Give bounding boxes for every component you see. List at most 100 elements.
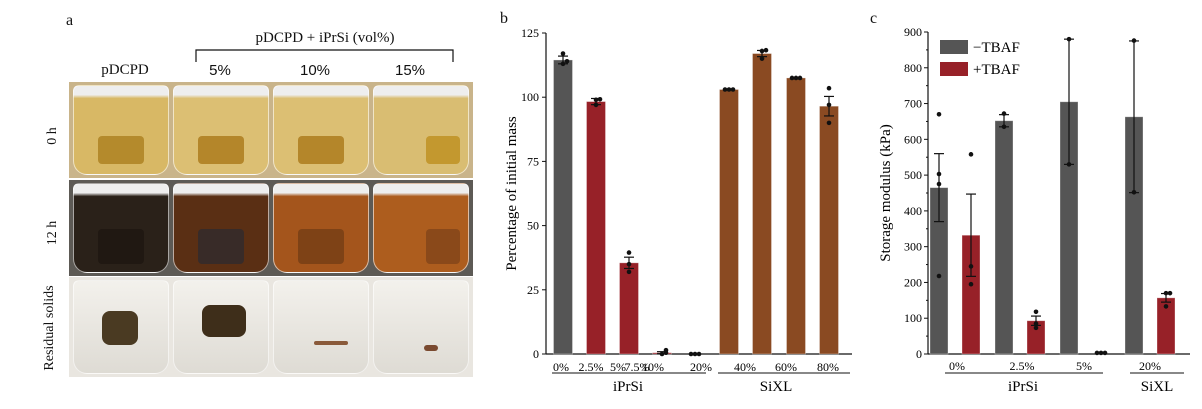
data-point (968, 281, 974, 287)
y-tick-label: 700 (904, 97, 922, 111)
sample-solid (198, 229, 244, 264)
data-point (789, 75, 795, 81)
data-point (696, 351, 702, 357)
sample-solid (198, 136, 244, 164)
data-point (1001, 124, 1007, 130)
y-tick-label: 125 (521, 26, 539, 40)
bar (819, 105, 839, 355)
data-point (826, 120, 832, 126)
bar (752, 53, 772, 355)
data-point (1163, 304, 1169, 309)
y-tick-label: 0 (916, 347, 922, 361)
vial (273, 280, 369, 374)
sample-solid (98, 136, 144, 164)
data-point (1163, 290, 1169, 296)
chart-c-modulus: 0 100 200 300 400 500 600 700 800 900 Storage modu… (878, 25, 1190, 395)
sample-solid (424, 345, 438, 351)
data-point (1033, 321, 1039, 326)
data-point (560, 61, 566, 67)
data-point (968, 152, 974, 157)
data-point (1094, 350, 1100, 356)
data-point (564, 58, 570, 64)
bar (586, 101, 606, 355)
data-point (936, 273, 942, 279)
x-tick-label: 0% (553, 360, 569, 374)
y-tick-label: 500 (904, 168, 922, 182)
bar (619, 262, 639, 355)
column-label-10: 10% (299, 62, 331, 79)
sample-solid (298, 229, 344, 264)
y-tick-label: 100 (521, 90, 539, 104)
group-header: pDCPD + iPrSi (vol%) (255, 30, 395, 46)
x-tick-label: 0% (949, 359, 965, 373)
data-point (793, 75, 799, 81)
data-point (1033, 325, 1039, 331)
y-tick-label: 25 (527, 283, 539, 297)
photo-row-1 (69, 180, 473, 276)
data-point (936, 111, 942, 117)
y-tick-label: 600 (904, 132, 922, 146)
sample-solid (426, 136, 460, 164)
data-point (1102, 350, 1108, 356)
data-point (936, 181, 942, 187)
column-label-5: 5% (209, 62, 231, 79)
bar (553, 59, 573, 355)
data-point (663, 347, 669, 353)
x-tick-label: 60% (775, 360, 797, 374)
data-point (593, 102, 599, 108)
y-tick-label: 75 (527, 154, 539, 168)
data-point (1098, 350, 1104, 356)
sample-solid (426, 229, 460, 264)
data-point (797, 75, 803, 81)
data-point (936, 171, 942, 177)
data-point (1001, 111, 1007, 116)
panel-letter-a: a (66, 12, 74, 29)
y-tick-label: 300 (904, 240, 922, 254)
column-label-15: 15% (394, 62, 426, 79)
vial (173, 85, 269, 175)
data-point (1167, 290, 1173, 296)
group-bracket (195, 49, 454, 62)
y-tick-label: 100 (904, 311, 922, 325)
x-tick-label: 7.5% (625, 360, 650, 374)
data-point (597, 96, 603, 102)
y-tick-label: 50 (527, 219, 539, 233)
y-axis-label: Storage modulus (kPa) (878, 124, 894, 261)
x-tick-label: 10% (642, 360, 664, 374)
data-point (759, 48, 765, 54)
panel-letter-b: b (500, 10, 508, 27)
data-point (826, 102, 832, 108)
data-point (688, 351, 694, 357)
data-point (968, 264, 974, 269)
vial (173, 183, 269, 273)
photo-row-0 (69, 82, 473, 178)
data-point (1033, 309, 1039, 315)
vial (273, 85, 369, 175)
y-tick-label: 200 (904, 275, 922, 289)
vial (73, 183, 169, 273)
data-point (1131, 38, 1137, 43)
data-point (593, 97, 599, 103)
x-tick-label: 2.5% (1010, 359, 1035, 373)
group-label: SiXL (1141, 379, 1174, 395)
x-tick-label: 20% (1139, 359, 1161, 373)
data-point (626, 269, 632, 275)
bar (719, 89, 739, 355)
vial (273, 183, 369, 273)
data-point (1131, 189, 1137, 195)
vial (173, 280, 269, 374)
sample-solid (314, 341, 348, 345)
vial (373, 85, 469, 175)
sample-solid (298, 136, 344, 164)
data-point (1066, 36, 1072, 42)
vial (73, 85, 169, 175)
legend-label: −TBAF (973, 40, 1020, 56)
vial (73, 280, 169, 374)
row-label-0h: 0 h (45, 127, 60, 145)
y-tick-label: 800 (904, 61, 922, 75)
legend-label: +TBAF (973, 62, 1020, 78)
data-point (1066, 162, 1072, 167)
sample-solid (98, 229, 144, 264)
data-point (560, 51, 566, 56)
y-tick-label: 900 (904, 25, 922, 39)
